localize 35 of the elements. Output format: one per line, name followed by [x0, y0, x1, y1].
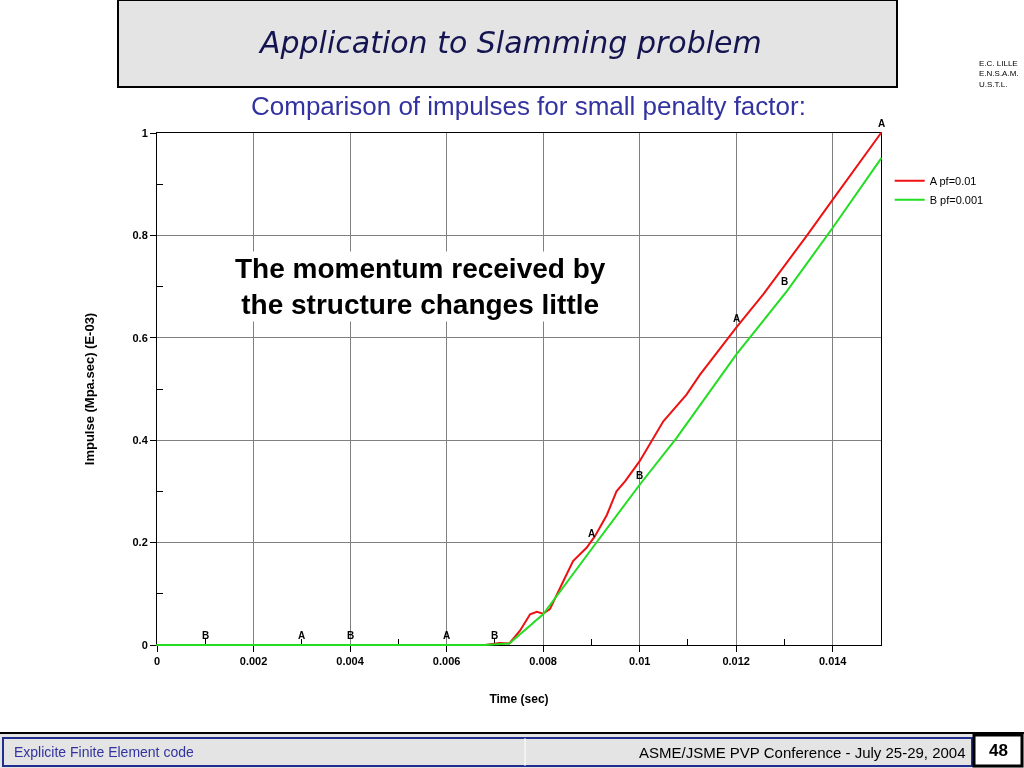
x-tick-label: 0.002	[239, 655, 268, 668]
x-tick-label: 0.008	[529, 655, 557, 668]
y-tick-label: 0.2	[132, 536, 148, 549]
annotation: A	[733, 313, 741, 324]
annotation: B	[347, 630, 355, 641]
annotation: B	[636, 470, 644, 481]
legend-label: B pf=0.001	[929, 194, 984, 207]
annotation: A	[878, 118, 886, 129]
annotation: A	[588, 528, 596, 539]
annotation: B	[202, 630, 210, 641]
x-tick-label: 0.012	[722, 655, 750, 668]
x-axis-title: Time (sec)	[489, 692, 549, 707]
x-tick-label: 0.01	[628, 655, 651, 668]
text: Explicite Finite Element code	[14, 744, 194, 760]
y-tick-label: 1	[141, 126, 148, 139]
y-tick-label: 0.4	[132, 434, 149, 447]
legend-label: A pf=0.01	[929, 175, 977, 188]
x-tick-label: 0	[153, 655, 161, 668]
y-tick-label: 0.6	[132, 331, 148, 344]
text: ASME/JSME PVP Conference - July 25-29, 2004	[639, 744, 966, 761]
x-tick-label: 0.004	[336, 655, 365, 668]
chart-subtitle: Comparison of impulses for small penalty factor:	[251, 91, 806, 121]
text: E.C. LILLE E.N.S.A.M. U.S.T.L.	[979, 59, 1019, 89]
annotation: The momentum received by the structure changes little	[235, 253, 606, 321]
x-tick-label: 0.014	[818, 655, 848, 668]
y-axis-title: Impulse (Mpa.sec) (E-03)	[82, 312, 98, 466]
chart-title: Application to Slamming problem	[258, 25, 762, 60]
annotation: A	[443, 630, 451, 641]
annotation: B	[781, 276, 789, 287]
annotation: B	[491, 630, 499, 641]
x-tick-label: 0.006	[432, 655, 461, 668]
y-tick-label: 0.8	[132, 229, 148, 242]
y-tick-label: 0	[141, 638, 148, 651]
annotation: A	[298, 630, 306, 641]
text: 48	[989, 741, 1008, 760]
